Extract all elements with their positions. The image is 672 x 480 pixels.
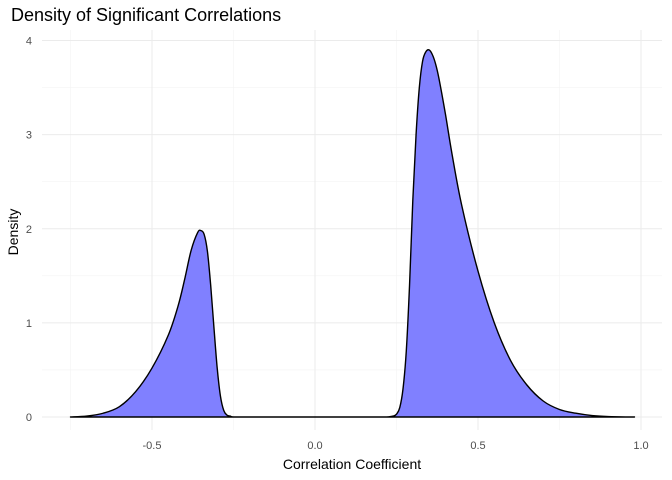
y-tick-label: 4 bbox=[26, 36, 32, 48]
x-tick-label: -0.5 bbox=[143, 440, 162, 452]
x-axis-title: Correlation Coefficient bbox=[283, 456, 421, 472]
grid-lines bbox=[42, 30, 662, 430]
y-tick-label: 2 bbox=[26, 224, 32, 236]
density-area bbox=[69, 49, 636, 418]
y-axis-ticks: 0 1 2 3 4 bbox=[26, 36, 32, 425]
y-tick-label: 3 bbox=[26, 130, 32, 142]
density-area-group bbox=[69, 49, 636, 418]
x-tick-label: 0.5 bbox=[470, 440, 485, 452]
chart-title: Density of Significant Correlations bbox=[11, 5, 281, 25]
x-tick-label: 0.0 bbox=[307, 440, 322, 452]
y-tick-label: 0 bbox=[26, 412, 32, 424]
x-axis-ticks: -0.5 0.0 0.5 1.0 bbox=[143, 440, 649, 452]
y-tick-label: 1 bbox=[26, 318, 32, 330]
y-axis-title: Density bbox=[5, 209, 21, 256]
x-tick-label: 1.0 bbox=[633, 440, 648, 452]
